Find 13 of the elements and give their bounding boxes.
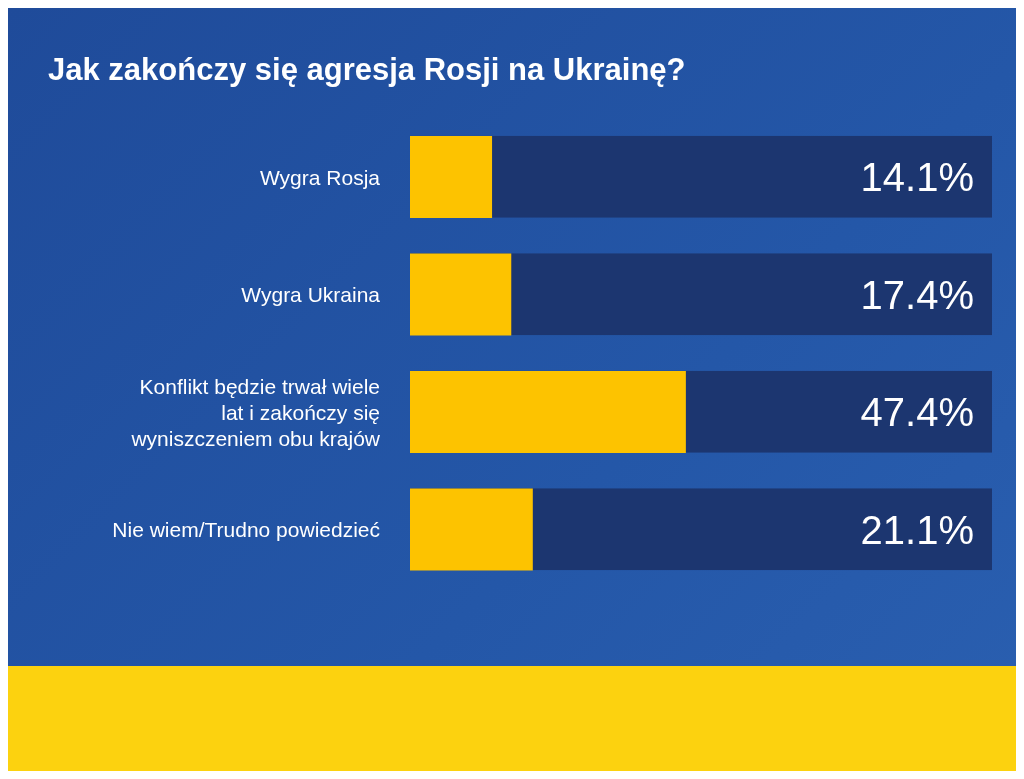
y-tick-label: Wygra Ukraina [241,282,381,306]
y-tick-label: Konflikt będzie trwał wiele lat i zakończy się wyniszczeniem obu krajów [130,374,381,450]
data-label: 14.1% [860,155,974,199]
y-tick-label: Nie wiem/Trudno powiedzieć [112,517,380,541]
bar [410,371,686,453]
y-tick-label: Wygra Rosja [259,165,381,189]
data-label: 47.4% [860,390,974,434]
bar [410,253,512,336]
chart-title: Jak zakończy się agresja Rosji na Ukrainę? [48,52,686,88]
bar [410,488,533,571]
bar [410,136,493,218]
data-label: 17.4% [860,272,974,317]
data-label: 21.1% [860,507,974,552]
